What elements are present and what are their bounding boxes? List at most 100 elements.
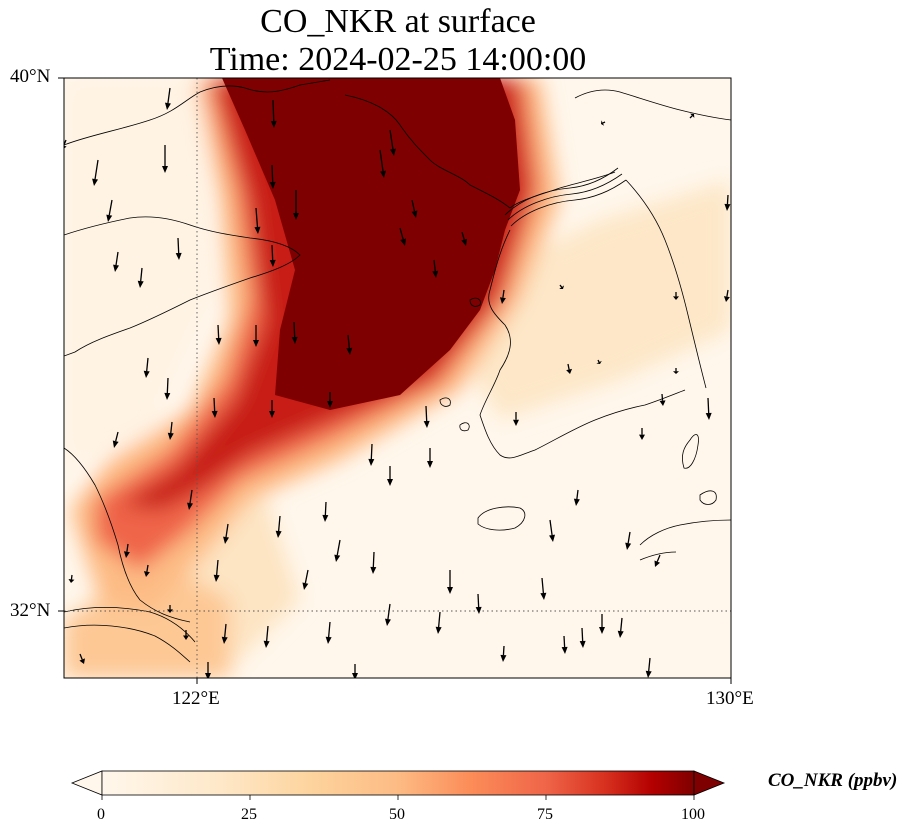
wind-arrow [254,207,261,234]
wind-arrow [596,359,602,364]
wind-arrow [137,267,144,288]
wind-arrow [113,251,120,272]
wind-arrow [334,539,341,562]
wind-arrow [723,289,730,302]
wind-arrow [499,289,506,304]
lon-label-130e: 130°E [706,688,754,709]
concentration-field [64,78,731,678]
wind-arrow [275,515,282,538]
wind-arrow [625,531,632,550]
wind-arrow [352,664,358,678]
colorbar-tick-25: 25 [241,806,257,823]
wind-arrow [411,199,418,218]
map-frame [63,77,732,679]
wind-arrow [461,231,468,246]
colorbar-label: CO_NKR (ppbv) [768,770,898,791]
wind-arrow [211,397,218,418]
wind-arrow [475,593,482,614]
wind-arrow [447,570,453,594]
wind-arrow [659,393,666,406]
wind-arrow [705,397,712,420]
title-line-2: Time: 2024-02-25 14:00:00 [209,41,587,78]
wind-arrow [689,113,695,119]
wind-arrow [215,324,222,345]
colorbar-tick-75: 75 [537,806,553,823]
wind-arrow [123,543,130,558]
wind-arrow [167,421,174,440]
wind-arrow [68,574,75,583]
wind-arrow [327,392,333,408]
wind-arrow [654,554,661,567]
wind-arrow [432,259,439,278]
wind-arrow [601,120,606,126]
wind-arrow [540,577,547,600]
wind-arrow [183,630,189,640]
wind-arrow [617,617,624,638]
wind-arrow [566,363,573,374]
wind-arrow [112,431,119,448]
wind-arrow [269,164,276,189]
wind-arrow [143,564,150,577]
wind-arrow [213,559,220,582]
wind-arrow [561,635,568,654]
gridlines [64,78,731,678]
wind-arrow [559,284,565,289]
wind-arrow [724,194,731,211]
wind-arrow [513,412,519,426]
wind-arrow [599,614,605,634]
wind-arrow [673,292,679,300]
title-line-1: CO_NKR at surface [260,3,536,40]
wind-arrow [423,405,430,428]
wind-arrow [579,627,586,648]
wind-arrow [223,523,230,544]
wind-arrow [399,227,407,246]
wind-arrow [263,625,270,648]
wind-arrow [573,489,580,506]
wind-vectors [64,87,731,678]
colorbar-tick-50: 50 [389,806,405,823]
wind-arrow [389,129,396,156]
wind-arrow [427,448,433,468]
wind-arrow [167,605,173,613]
wind-arrow [253,325,259,347]
wind-arrow [325,621,332,644]
wind-arrow [269,400,275,418]
wind-arrow [92,159,99,186]
colorbar-tick-0: 0 [97,806,105,823]
wind-arrow [293,190,299,220]
colorbar-tick-100: 100 [681,806,705,823]
wind-arrow [175,237,182,260]
wind-arrow [645,657,652,678]
wind-arrow [368,443,375,466]
wind-arrow [187,489,194,510]
wind-arrow [346,334,353,355]
lon-label-122e: 122°E [172,688,220,709]
wind-arrow [162,145,168,173]
wind-arrow [673,368,679,374]
wind-arrow [302,569,309,590]
colorbar [70,770,726,800]
wind-arrow [164,87,171,110]
wind-arrow [270,99,277,128]
wind-arrow [500,645,507,662]
wind-arrow [322,501,329,522]
lat-label-32n: 32°N [10,600,51,621]
wind-arrow [79,653,85,664]
coastlines [64,79,731,663]
wind-arrow [143,357,150,378]
wind-arrow [370,551,377,574]
wind-arrow [291,321,298,344]
wind-arrow [269,244,276,267]
wind-arrow [384,603,391,626]
wind-arrow [379,149,386,178]
wind-arrow [639,428,645,440]
wind-arrow [435,611,442,634]
lat-label-40n: 40°N [10,66,51,87]
wind-arrow [221,623,228,644]
wind-arrow [205,662,211,678]
wind-arrow [106,199,113,222]
wind-arrow [164,377,171,400]
wind-arrow [387,466,393,486]
wind-arrow [549,519,556,542]
